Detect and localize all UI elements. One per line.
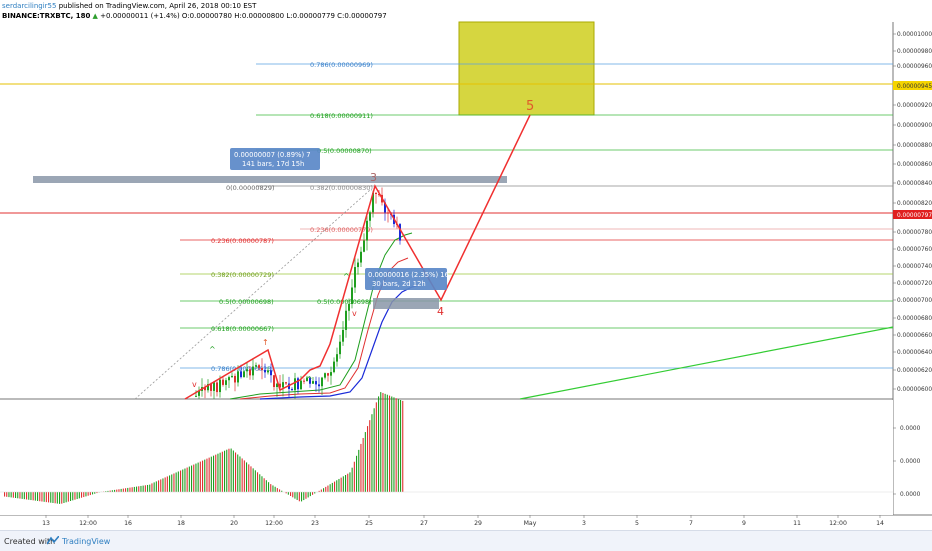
time-axis-label: 14 [876,520,884,527]
publish-info: serdarcilingir55 published on TradingVie… [2,2,256,10]
measure-tooltip-1[interactable]: 0.00000007 (0.89%) 7 141 bars, 17d 15h [230,148,320,170]
author-link[interactable]: serdarcilingir55 [2,2,56,10]
fib-upper-label: 0.786(0.00000969) [310,61,373,69]
measure-2-line1: 0.00000016 (2.35%) 16 [368,271,449,279]
price-axis-label: 0.00000880 [897,143,932,149]
price-pane[interactable] [0,22,893,399]
osc-axis-label: 0.0000 [900,492,921,498]
price-axis-label: 0.00000640 [897,350,932,356]
measure-tooltip-2[interactable]: 0.00000016 (2.35%) 16 30 bars, 2d 12h [365,268,449,309]
footer-bar: Created with TradingView [0,530,932,551]
time-axis-label: May [524,520,537,527]
measure-1-line1: 0.00000007 (0.89%) 7 [234,151,311,159]
price-axis-label: 0.00000720 [897,281,932,287]
time-axis-label: 13 [42,520,50,527]
price-axis-label: 0.00000920 [897,103,932,109]
time-axis-label: 11 [793,520,801,527]
time-axis-label: 27 [420,520,428,527]
time-axis-label: 29 [474,520,482,527]
time-axis-label: 7 [689,520,693,527]
fib-lower-label: 0.5(0.00000698) [219,298,274,306]
price-axis-label: 0.00000700 [897,298,932,304]
osc-axis-label: 0.0000 [900,426,921,432]
svg-text:^: ^ [343,272,350,281]
price-axis-label: 0.00000840 [897,181,932,187]
price-axis[interactable]: 0.00001000 0.00000980 0.00000960 0.00000945… [893,32,932,393]
price-axis-label: 0.00000945 [897,84,932,90]
time-axis-label: 20 [230,520,238,527]
time-axis[interactable]: 13 12:00 16 18 20 12:00 23 25 27 29 May 3 5 7 9 11 12:00… [42,515,884,527]
tradingview-logo-icon[interactable] [47,536,59,545]
fib-lower-label: 0(0.00000829) [226,184,275,192]
fib-upper-label: 0.618(0.00000911) [310,112,373,120]
osc-axis-label: 0.0000 [900,459,921,465]
price-axis-label: 0.00000980 [897,49,932,55]
wave-label-3: 3 [370,171,377,184]
measure-band[interactable] [33,176,507,183]
oscillator-axis: 0.0000 0.0000 0.0000 [893,426,921,498]
publish-text: published on TradingView.com, April 26, … [59,2,257,10]
svg-text:↑: ↑ [262,338,269,347]
fib-lower-label: 0.236(0.00000787) [211,237,274,245]
symbol-info: BINANCE:TRXBTC, 180 ▲ +0.00000011 (+1.4%… [2,12,387,20]
wave-label-4: 4 [437,305,444,318]
change-arrow: ▲ [93,12,98,20]
time-axis-label: 25 [365,520,373,527]
time-axis-label: 12:00 [829,520,847,527]
price-axis-label: 0.00000660 [897,333,932,339]
time-axis-label: 5 [635,520,639,527]
price-axis-label: 0.00000620 [897,368,932,374]
price-axis-label: 0.00000680 [897,316,932,322]
fib-lower-label: 0.5(0.00000698) [317,298,372,306]
price-axis-label: 0.00000820 [897,201,932,207]
time-axis-label: 12:00 [79,520,97,527]
fib-lower-label: 0.618(0.00000667) [211,325,274,333]
fib-lower-label: 0.382(0.00000729) [211,271,274,279]
price-axis-label: 0.00000797 [897,213,932,219]
price-axis-label: 0.00000780 [897,230,932,236]
price-axis-label: 0.00000960 [897,64,932,70]
time-axis-label: 12:00 [265,520,283,527]
wave-label-5: 5 [526,99,534,114]
chart-canvas[interactable]: 0.786(0.00000969) 0.618(0.00000911) 0.5(… [0,0,932,530]
time-axis-label: 16 [124,520,132,527]
svg-text:v: v [352,309,357,318]
fib-upper-label: 0.5(0.00000870) [317,147,372,155]
time-axis-label: 18 [177,520,185,527]
measure-1-line2: 141 bars, 17d 15h [242,160,304,168]
svg-text:v: v [192,380,197,389]
price-axis-label: 0.00000900 [897,123,932,129]
time-axis-label: 9 [742,520,746,527]
price-axis-label: 0.00000760 [897,247,932,253]
svg-text:^: ^ [306,375,313,384]
price-axis-label: 0.00000740 [897,264,932,270]
fib-upper-label: 0.382(0.00000830) [310,184,373,192]
price-axis-label: 0.00001000 [897,32,932,38]
tradingview-link[interactable]: TradingView [62,537,110,546]
measure-2-line2: 30 bars, 2d 12h [372,280,426,288]
oscillator-pane[interactable] [0,400,893,515]
ohlc-values: O:0.00000780 H:0.00000800 L:0.00000779 C… [182,12,387,20]
time-axis-label: 3 [582,520,586,527]
price-axis-label: 0.00000860 [897,162,932,168]
symbol-name[interactable]: BINANCE:TRXBTC, 180 [2,12,90,20]
time-axis-label: 23 [311,520,319,527]
price-axis-label: 0.00000600 [897,387,932,393]
svg-text:^: ^ [209,345,216,354]
price-change: +0.00000011 (+1.4%) [100,12,180,20]
